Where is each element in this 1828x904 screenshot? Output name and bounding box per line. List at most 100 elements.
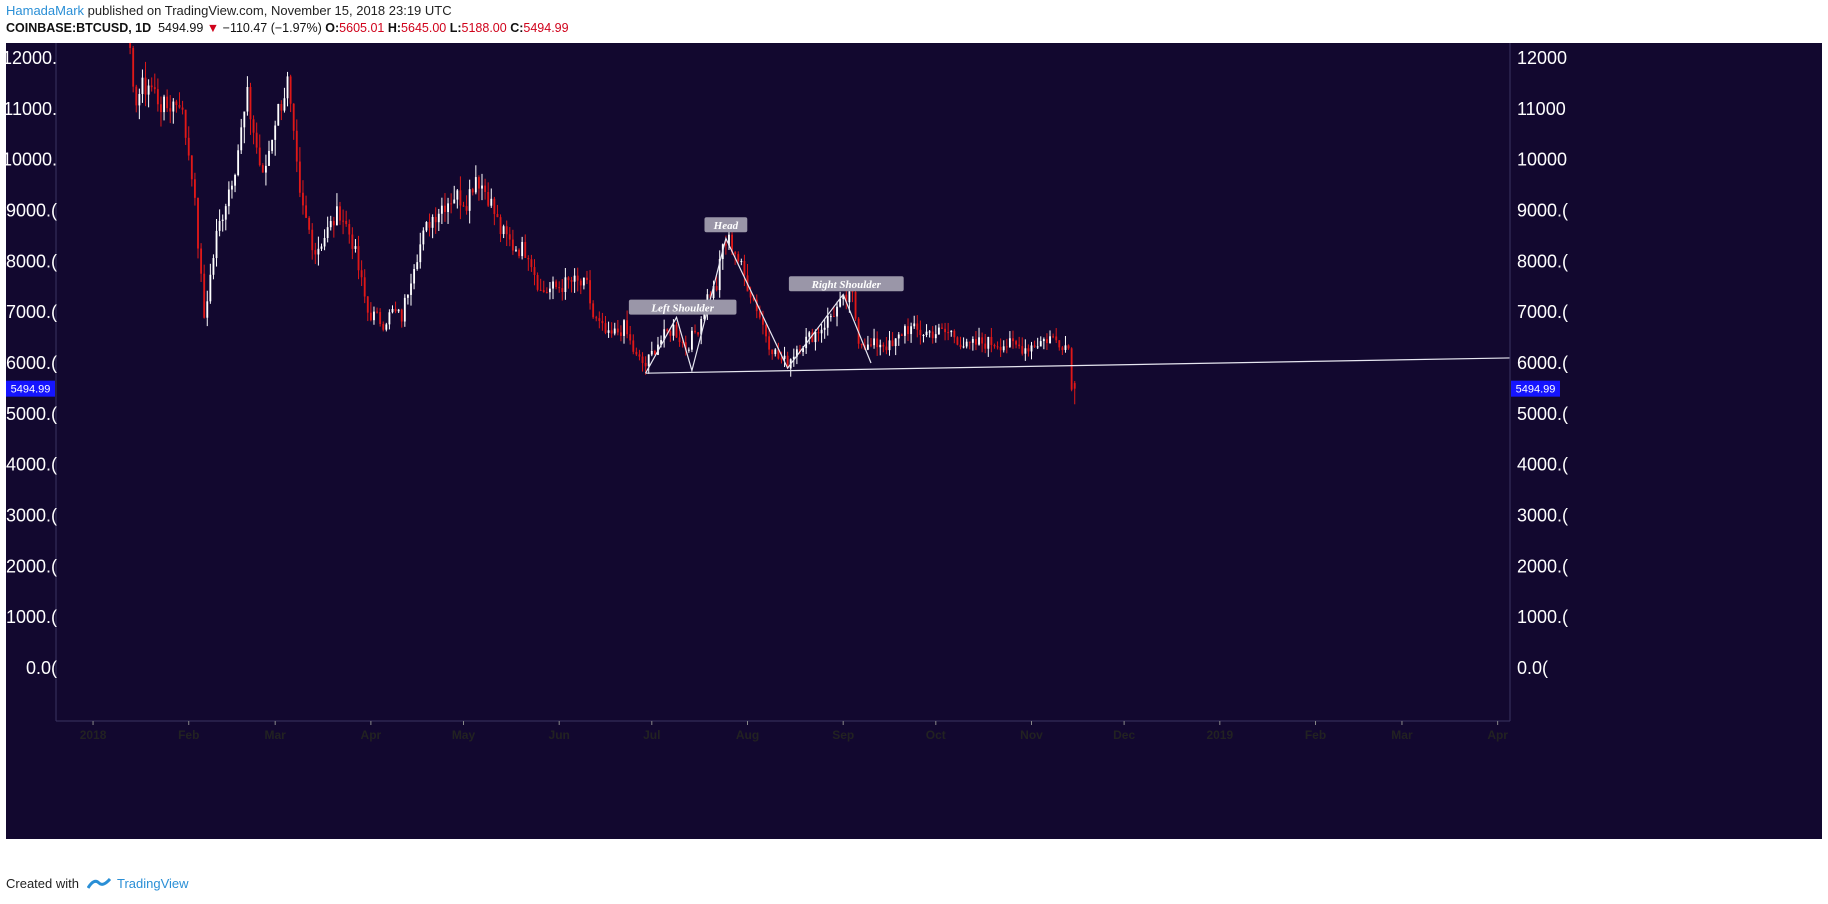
- candle-body: [129, 43, 132, 49]
- candle-down: [786, 351, 789, 370]
- y-tick-label-left: 10000.: [6, 150, 57, 170]
- low-label: L:: [449, 21, 462, 35]
- candle-body: [502, 226, 505, 235]
- candle-up: [814, 329, 817, 351]
- candle-body: [712, 286, 715, 299]
- candle-body: [246, 87, 249, 112]
- candle-body: [342, 220, 345, 222]
- candle-body: [678, 337, 681, 343]
- candle-body: [203, 273, 206, 318]
- candle-body: [950, 330, 953, 333]
- candle-body: [703, 312, 706, 320]
- candle-down: [511, 229, 514, 255]
- candle-body: [360, 270, 363, 278]
- candle-down: [598, 311, 601, 329]
- symbol-legend: COINBASE:BTCUSD, 1D 5494.99 ▼ −110.47 (−…: [6, 21, 569, 35]
- candle-up: [413, 264, 416, 290]
- candle-body: [1067, 345, 1070, 349]
- candle-up: [888, 331, 891, 356]
- candle-down: [762, 310, 764, 335]
- candle-down: [527, 255, 530, 271]
- candle-body: [150, 85, 153, 88]
- candle-body: [221, 219, 224, 222]
- candle-up: [481, 173, 483, 201]
- candle-body: [681, 342, 684, 344]
- candle-up: [564, 267, 567, 300]
- candle-down: [1046, 333, 1048, 350]
- candle-up: [224, 203, 227, 231]
- candle-up: [582, 277, 585, 290]
- candle-up: [1002, 340, 1005, 353]
- annotation-box: [628, 299, 737, 315]
- tradingview-logo-icon[interactable]: [86, 876, 112, 893]
- candle-body: [839, 299, 842, 307]
- candle-body: [376, 311, 378, 313]
- candle-body: [487, 192, 490, 206]
- price-tag-box: [6, 380, 55, 397]
- candle-body: [234, 174, 236, 186]
- candle-down: [203, 264, 206, 319]
- candle-down: [376, 307, 378, 314]
- candle-down: [860, 343, 863, 349]
- candle-down: [870, 338, 872, 348]
- candle-body: [160, 104, 162, 113]
- candle-down: [891, 332, 894, 347]
- chart-plot-area[interactable]: [6, 43, 1822, 839]
- candle-down: [996, 341, 999, 350]
- candle-body: [499, 217, 502, 235]
- candle-body: [632, 340, 635, 352]
- candle-up: [691, 326, 693, 353]
- candle-body: [996, 346, 999, 348]
- candle-body: [314, 250, 317, 255]
- candle-down: [369, 302, 372, 322]
- candle-down: [280, 100, 283, 121]
- candle-down: [1033, 340, 1036, 349]
- pattern-annotation: Head: [704, 217, 748, 233]
- candle-up: [373, 306, 375, 325]
- publish-info: HamadaMark published on TradingView.com,…: [6, 3, 452, 18]
- candle-up: [808, 330, 811, 345]
- candle-body: [527, 257, 530, 260]
- candle-body: [564, 277, 567, 293]
- candle-down: [357, 235, 360, 280]
- candle-down: [181, 100, 184, 115]
- candle-body: [635, 351, 638, 355]
- candle-body: [153, 87, 156, 90]
- candle-down: [610, 322, 613, 338]
- y-tick-label-right: 1000.(: [1517, 607, 1568, 627]
- candle-down: [684, 335, 687, 356]
- candle-down: [477, 175, 480, 201]
- pattern-annotation: Left Shoulder: [628, 299, 737, 315]
- candle-body: [268, 150, 270, 166]
- candle-body: [471, 189, 474, 193]
- candle-body: [141, 77, 144, 95]
- candle-up: [403, 294, 406, 327]
- last-price-tag-right: 5494.99: [1511, 380, 1560, 397]
- candle-down: [944, 322, 946, 341]
- candle-body: [218, 221, 221, 231]
- candle-up: [221, 214, 224, 232]
- price-chart[interactable]: Left Shoulder Head Right Shoulder 12000. 11…: [6, 43, 1822, 867]
- candle-body: [965, 341, 968, 347]
- open-label: O:: [325, 21, 340, 35]
- candle-body: [505, 226, 508, 235]
- candle-body: [891, 340, 894, 347]
- candle-up: [206, 290, 209, 327]
- candle-up: [215, 219, 218, 267]
- candle-down: [777, 342, 780, 360]
- candle-up: [246, 76, 249, 116]
- candle-body: [462, 205, 465, 207]
- candle-up: [329, 215, 332, 231]
- tradingview-link[interactable]: TradingView: [116, 876, 189, 891]
- candle-down: [311, 223, 314, 260]
- candle-down: [178, 92, 181, 109]
- x-tick-label: May: [452, 728, 476, 742]
- author-link[interactable]: HamadaMark: [6, 3, 85, 18]
- candle-body: [138, 94, 141, 106]
- candle-body: [1055, 336, 1058, 341]
- candle-down: [496, 204, 499, 218]
- candle-down: [545, 287, 548, 294]
- candle-up: [829, 313, 832, 322]
- candle-up: [774, 348, 777, 357]
- y-tick-label-left: 4000.(: [6, 455, 57, 475]
